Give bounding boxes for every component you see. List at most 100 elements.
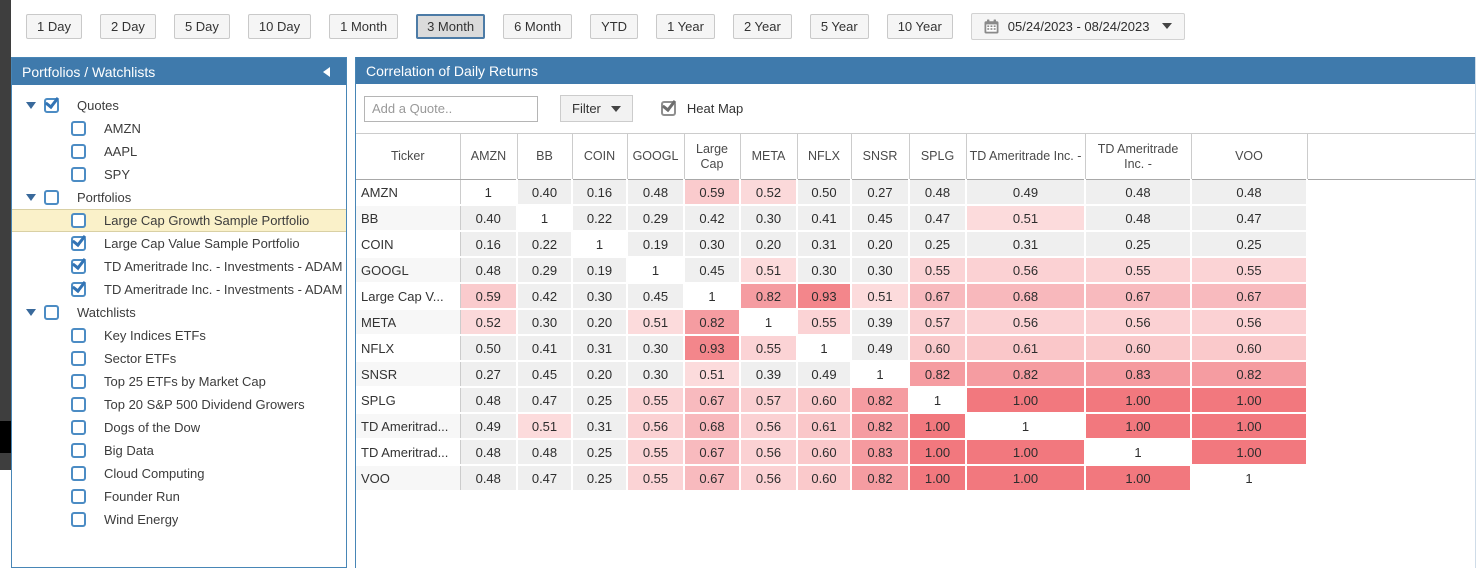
correlation-cell: 0.45 [684,257,741,284]
unchecked-checkbox[interactable] [44,305,59,320]
sidebar-item-spy[interactable]: SPY [12,163,346,186]
sidebar-item-key-indices-etfs[interactable]: Key Indices ETFs [12,324,346,347]
row-ticker-label: NFLX [356,335,461,362]
expand-triangle-icon[interactable] [26,194,36,201]
correlation-cell: 0.27 [851,179,910,206]
add-quote-input[interactable] [364,95,538,122]
sidebar-item-dogs-of-the-dow[interactable]: Dogs of the Dow [12,416,346,439]
correlation-cell: 0.55 [740,335,798,362]
correlation-cell: 0.45 [851,205,910,232]
period-button-10-year[interactable]: 10 Year [886,13,953,39]
sidebar-item-cloud-computing[interactable]: Cloud Computing [12,462,346,485]
unchecked-checkbox[interactable] [71,489,86,504]
row-ticker-label: VOO [356,465,461,492]
correlation-cell: 1.00 [1085,413,1192,440]
unchecked-checkbox[interactable] [44,190,59,205]
unchecked-checkbox[interactable] [71,374,86,389]
correlation-cell: 0.48 [517,439,573,466]
heatmap-toggle[interactable]: Heat Map [660,101,743,116]
checked-checkbox[interactable] [44,98,59,113]
unchecked-checkbox[interactable] [71,420,86,435]
correlation-cell: 0.47 [517,465,573,492]
unchecked-checkbox[interactable] [71,213,86,228]
correlation-cell: 0.67 [1191,283,1308,310]
correlation-cell: 0.55 [627,387,685,414]
period-button-6-month[interactable]: 6 Month [503,13,573,39]
period-button-5-year[interactable]: 5 Year [809,13,869,39]
sidebar-item-big-data[interactable]: Big Data [12,439,346,462]
heatmap-checkbox[interactable] [660,101,676,116]
collapse-panel-icon[interactable] [323,66,330,77]
unchecked-checkbox[interactable] [71,443,86,458]
expand-triangle-icon[interactable] [26,309,36,316]
correlation-cell: 0.51 [966,205,1086,232]
correlation-cell: 0.41 [517,335,573,362]
tree-item-label: Founder Run [104,489,180,504]
unchecked-checkbox[interactable] [71,397,86,412]
correlation-cell: 0.22 [517,231,573,258]
unchecked-checkbox[interactable] [71,167,86,182]
correlation-cell: 0.47 [517,387,573,414]
correlation-cell: 1.00 [966,387,1086,414]
tree-item-label: Cloud Computing [104,466,205,481]
page-title: Correlation of Daily Returns [366,62,538,79]
unchecked-checkbox[interactable] [71,351,86,366]
period-button-group: 1 Day 2 Day 5 Day 10 Day 1 Month 3 Month 6 Mon… [26,13,953,39]
correlation-cell: 0.60 [797,465,852,492]
expand-triangle-icon[interactable] [26,102,36,109]
sidebar-item-large-cap-growth-sample-portfolio[interactable]: Large Cap Growth Sample Portfolio [12,209,346,232]
sidebar-item-watchlists[interactable]: Watchlists [12,301,346,324]
unchecked-checkbox[interactable] [71,466,86,481]
unchecked-checkbox[interactable] [71,512,86,527]
sidebar-item-founder-run[interactable]: Founder Run [12,485,346,508]
date-range-button[interactable]: 05/24/2023 - 08/24/2023 [970,12,1186,40]
table-row-voo: VOO 0.48 0.47 0.25 0.55 0.67 0.56 0.60 0.82 1.00 1… [356,465,1475,492]
sidebar-item-amzn[interactable]: AMZN [12,117,346,140]
unchecked-checkbox[interactable] [71,121,86,136]
correlation-cell: 0.27 [460,361,518,388]
correlation-cell: 1 [740,309,798,336]
correlation-cell: 0.61 [966,335,1086,362]
column-header-large-cap: Large Cap [684,133,741,180]
correlation-cell: 0.48 [460,465,518,492]
sidebar-item-td-ameritrade-inc-investments-adam[interactable]: TD Ameritrade Inc. - Investments - ADAM [12,278,346,301]
sidebar-item-td-ameritrade-inc-investments-adam[interactable]: TD Ameritrade Inc. - Investments - ADAM [12,255,346,278]
row-ticker-label: TD Ameritrad... [356,439,461,466]
period-button-3-month[interactable]: 3 Month [416,13,486,39]
sidebar-item-wind-energy[interactable]: Wind Energy [12,508,346,531]
unchecked-checkbox[interactable] [71,144,86,159]
filter-button[interactable]: Filter [560,95,633,122]
correlation-cell: 0.30 [797,257,852,284]
period-button-1-month[interactable]: 1 Month [329,13,399,39]
period-button-1-day[interactable]: 1 Day [26,13,82,39]
correlation-cell: 0.67 [684,465,741,492]
correlation-cell: 1 [797,335,852,362]
period-button-2-year[interactable]: 2 Year [732,13,792,39]
table-row-meta: META 0.52 0.30 0.20 0.51 0.82 1 0.55 0.39 0.57 0.5… [356,309,1475,336]
correlation-cell: 0.30 [627,335,685,362]
sidebar-item-large-cap-value-sample-portfolio[interactable]: Large Cap Value Sample Portfolio [12,232,346,255]
correlation-cell: 0.49 [797,361,852,388]
sidebar-item-aapl[interactable]: AAPL [12,140,346,163]
sidebar-item-sector-etfs[interactable]: Sector ETFs [12,347,346,370]
column-header-amzn: AMZN [460,133,518,180]
period-button-1-year[interactable]: 1 Year [656,13,715,39]
checked-checkbox[interactable] [71,236,86,251]
checked-checkbox[interactable] [71,259,86,274]
correlation-cell: 0.20 [851,231,910,258]
period-button-10-day[interactable]: 10 Day [247,13,312,39]
sidebar-item-portfolios[interactable]: Portfolios [12,186,346,209]
sidebar-item-top-20-s-p-500-dividend-growers[interactable]: Top 20 S&P 500 Dividend Growers [12,393,346,416]
unchecked-checkbox[interactable] [71,328,86,343]
sidebar-item-top-25-etfs-by-market-cap[interactable]: Top 25 ETFs by Market Cap [12,370,346,393]
correlation-cell: 0.52 [460,309,518,336]
correlation-cell: 0.82 [1191,361,1308,388]
correlation-table: Ticker AMZN BB COIN GOOGL Large Cap META NFLX SN… [356,133,1475,492]
period-button-2-day[interactable]: 2 Day [99,13,156,39]
sidebar-item-quotes[interactable]: Quotes [12,94,346,117]
correlation-cell: 0.51 [851,283,910,310]
period-button-ytd[interactable]: YTD [590,13,639,39]
period-button-5-day[interactable]: 5 Day [173,13,230,39]
checked-checkbox[interactable] [71,282,86,297]
correlation-cell: 0.56 [1085,309,1192,336]
